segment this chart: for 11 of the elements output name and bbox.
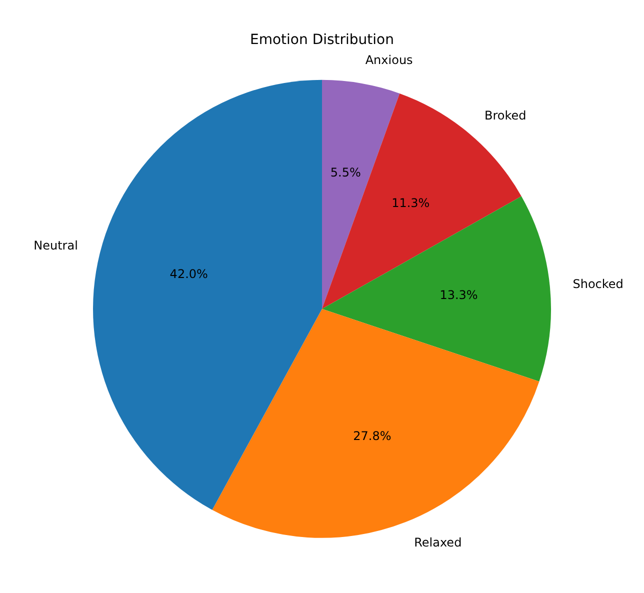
data-label: 11.3% <box>392 196 430 210</box>
slice-label: Relaxed <box>414 535 462 550</box>
slice-label: Shocked <box>572 276 624 291</box>
data-label: 13.3% <box>440 288 478 302</box>
slice-label: Broked <box>484 108 526 123</box>
data-label: 42.0% <box>170 267 208 282</box>
data-label: 27.8% <box>353 428 392 443</box>
slice-label: Anxious <box>365 52 413 67</box>
slice-label: Neutral <box>34 238 78 253</box>
data-label: 5.5% <box>330 166 361 180</box>
chart-title: Emotion Distribution <box>250 32 394 48</box>
